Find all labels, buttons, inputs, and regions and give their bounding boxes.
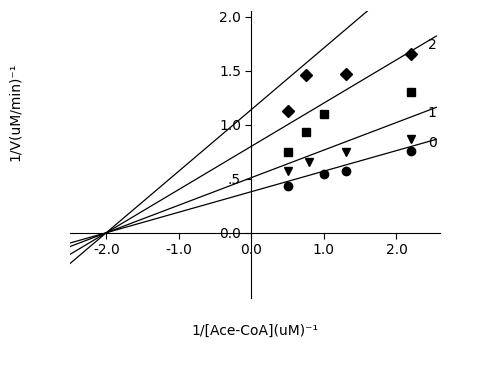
X-axis label: 1/[Ace-CoA](uM)⁻¹: 1/[Ace-CoA](uM)⁻¹ [192,324,318,338]
Text: 0: 0 [428,137,436,150]
Text: 2: 2 [428,38,436,52]
Y-axis label: 1/V(uM/min)⁻¹: 1/V(uM/min)⁻¹ [8,62,22,161]
Text: 1: 1 [428,106,436,120]
